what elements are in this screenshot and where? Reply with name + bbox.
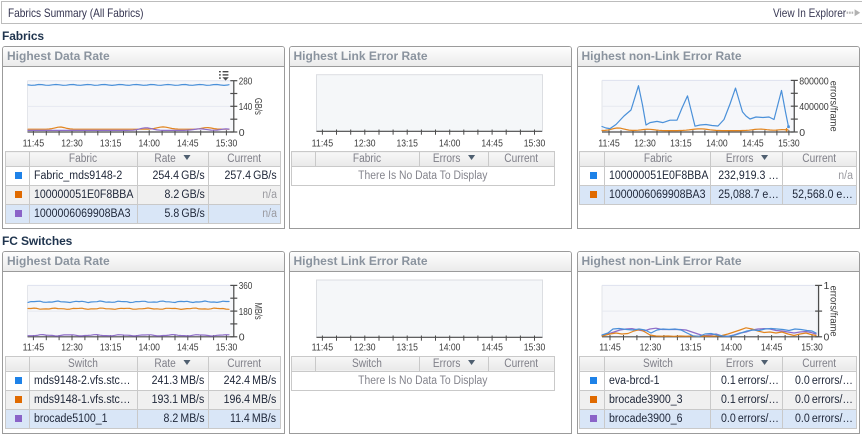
svg-text:12:30: 12:30 — [61, 138, 83, 150]
svg-text:12:30: 12:30 — [640, 342, 662, 354]
svg-text:11:45: 11:45 — [598, 138, 620, 150]
svg-text:14:45: 14:45 — [481, 138, 503, 150]
svg-text:14:45: 14:45 — [177, 342, 199, 354]
svg-text:0: 0 — [239, 127, 245, 139]
svg-text:15:30: 15:30 — [778, 138, 800, 150]
svg-text:14:00: 14:00 — [439, 138, 461, 150]
svg-text:13:15: 13:15 — [396, 138, 418, 150]
svg-text:0: 0 — [239, 332, 245, 344]
svg-text:12:30: 12:30 — [634, 138, 656, 150]
svg-text:errors/frame: errors/frame — [828, 81, 840, 132]
svg-text:11:45: 11:45 — [312, 138, 334, 150]
svg-text:15:30: 15:30 — [216, 342, 238, 354]
svg-text:1: 1 — [824, 280, 830, 292]
svg-text:14:45: 14:45 — [761, 342, 783, 354]
svg-text:GB/s: GB/s — [252, 98, 264, 115]
svg-text:280: 280 — [239, 76, 253, 88]
svg-text:12:30: 12:30 — [61, 342, 83, 354]
svg-text:13:15: 13:15 — [100, 138, 122, 150]
svg-text:14:00: 14:00 — [138, 342, 160, 354]
svg-text:14:45: 14:45 — [481, 342, 503, 354]
svg-text:14:45: 14:45 — [177, 138, 199, 150]
svg-text:15:30: 15:30 — [524, 342, 546, 354]
svg-text:0: 0 — [824, 332, 830, 344]
svg-text:15:30: 15:30 — [524, 138, 546, 150]
svg-text:11:45: 11:45 — [312, 342, 334, 354]
svg-text:14:45: 14:45 — [742, 138, 764, 150]
svg-text:400000: 400000 — [799, 101, 829, 113]
svg-text:14:00: 14:00 — [706, 138, 728, 150]
svg-text:11:45: 11:45 — [599, 342, 621, 354]
svg-text:12:30: 12:30 — [354, 138, 376, 150]
svg-text:13:15: 13:15 — [396, 342, 418, 354]
svg-text:12:30: 12:30 — [354, 342, 376, 354]
svg-text:errors/frame: errors/frame — [828, 286, 840, 337]
svg-text:MB/s: MB/s — [252, 303, 264, 320]
svg-text:11:45: 11:45 — [23, 138, 45, 150]
svg-text:13:15: 13:15 — [670, 138, 692, 150]
svg-text:13:15: 13:15 — [100, 342, 122, 354]
svg-text:360: 360 — [239, 280, 253, 292]
svg-text:14:00: 14:00 — [138, 138, 160, 150]
svg-text:180: 180 — [239, 306, 253, 318]
svg-text:15:30: 15:30 — [801, 342, 823, 354]
svg-text:15:30: 15:30 — [216, 138, 238, 150]
svg-text:13:15: 13:15 — [680, 342, 702, 354]
svg-text:14:00: 14:00 — [439, 342, 461, 354]
svg-text:140: 140 — [239, 101, 253, 113]
svg-text:11:45: 11:45 — [23, 342, 45, 354]
svg-text:800000: 800000 — [799, 76, 829, 88]
svg-text:0: 0 — [799, 127, 805, 139]
svg-text:14:00: 14:00 — [720, 342, 742, 354]
